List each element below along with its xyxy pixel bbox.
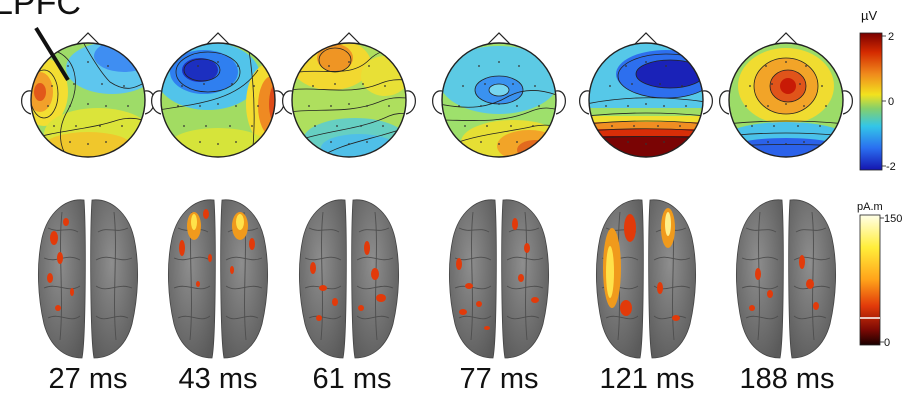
current-density-tick-max: 150: [884, 213, 902, 225]
lpfc-annotation-label: LPFC: [0, 0, 81, 22]
microvolt-tick-min: -2: [886, 161, 896, 173]
microvolt-tick-max: 2: [888, 31, 894, 43]
topomap-77ms: [432, 32, 566, 158]
time-label-43ms: 43 ms: [179, 363, 258, 395]
source-brain-61ms: [298, 199, 400, 359]
microvolt-tick-zero: 0: [888, 96, 894, 108]
lpfc-annotation-pointer: [34, 26, 70, 82]
topomap-188ms: [719, 32, 853, 158]
topomap-43ms: [151, 32, 285, 158]
time-label-77ms: 77 ms: [460, 363, 539, 395]
current-density-unit-label: pA.m: [857, 201, 883, 213]
source-brain-188ms: [735, 199, 837, 359]
source-brain-43ms: [167, 199, 269, 359]
current-density-colorbar: pA.m 150 0: [857, 201, 902, 349]
microvolt-colorbar: µV 2 0 -2: [859, 8, 896, 173]
time-label-27ms: 27 ms: [49, 363, 128, 395]
source-brain-27ms: [37, 199, 139, 359]
topomap-61ms: [282, 32, 416, 158]
time-label-121ms: 121 ms: [599, 363, 694, 395]
time-label-188ms: 188 ms: [739, 363, 834, 395]
source-brain-121ms: [595, 199, 697, 359]
source-brain-77ms: [448, 199, 550, 359]
microvolt-unit-label: µV: [861, 8, 877, 23]
topomap-121ms: [579, 32, 713, 158]
current-density-tick-zero: 0: [884, 337, 890, 349]
topomap-27ms: [21, 32, 155, 158]
time-label-61ms: 61 ms: [313, 363, 392, 395]
